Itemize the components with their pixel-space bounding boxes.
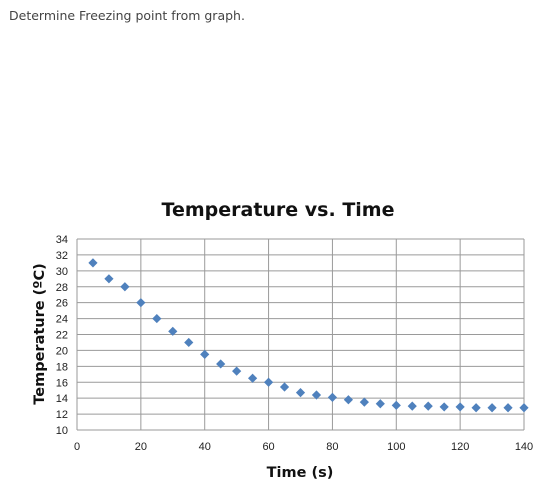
x-tick-label: 140 <box>515 441 533 453</box>
x-tick-label: 80 <box>326 441 338 453</box>
data-point <box>136 298 146 308</box>
x-tick-label: 100 <box>387 441 405 453</box>
x-tick-labels: 0 20 40 60 80 100 120 140 <box>74 441 533 453</box>
y-tick-label: 20 <box>56 345 68 357</box>
data-point <box>184 337 194 348</box>
data-point <box>407 401 417 411</box>
y-tick-label: 16 <box>56 377 68 389</box>
data-point <box>295 387 306 398</box>
y-tick-label: 22 <box>56 330 68 342</box>
data-point <box>343 395 353 405</box>
question-text: Determine Freezing point from graph. <box>9 8 245 23</box>
data-point <box>455 402 465 412</box>
data-point <box>519 403 529 413</box>
x-tick-label: 60 <box>262 441 274 453</box>
data-point <box>104 274 114 284</box>
data-point <box>487 403 497 413</box>
x-tick-label: 40 <box>199 441 211 453</box>
x-tick-label: 20 <box>135 441 147 453</box>
data-points <box>88 258 529 413</box>
y-tick-label: 26 <box>56 298 68 310</box>
x-axis-title: Time (s) <box>267 465 334 481</box>
plot-grid <box>76 238 525 431</box>
data-point <box>391 400 401 410</box>
data-point <box>423 401 433 411</box>
x-tick-label: 0 <box>74 441 80 453</box>
x-tick-label: 120 <box>451 441 469 453</box>
data-point <box>152 313 162 324</box>
y-tick-label: 14 <box>56 393 68 405</box>
y-tick-labels: 10 12 14 16 18 20 22 24 26 28 30 32 34 <box>56 234 68 437</box>
data-point <box>503 403 513 413</box>
y-tick-label: 28 <box>56 282 68 294</box>
y-tick-label: 24 <box>56 314 68 326</box>
data-point <box>471 403 481 413</box>
data-point <box>120 282 130 292</box>
chart-title: Temperature vs. Time <box>162 199 395 221</box>
data-point <box>375 399 385 409</box>
data-point <box>88 258 98 268</box>
data-point <box>439 402 449 412</box>
data-point <box>279 382 290 392</box>
y-tick-label: 18 <box>56 361 68 373</box>
data-point <box>216 359 226 369</box>
data-point <box>248 373 258 383</box>
y-tick-label: 12 <box>56 409 68 421</box>
data-point <box>200 349 210 359</box>
data-point <box>359 397 369 407</box>
data-point <box>232 366 242 376</box>
data-point <box>311 390 322 400</box>
y-tick-label: 32 <box>56 250 68 262</box>
data-point <box>263 377 274 387</box>
y-tick-label: 10 <box>56 425 68 437</box>
data-point <box>168 326 178 336</box>
y-axis-title: Temperature (ºC) <box>32 263 48 404</box>
y-tick-label: 34 <box>56 234 68 246</box>
data-point <box>327 392 338 402</box>
y-tick-label: 30 <box>56 266 68 278</box>
